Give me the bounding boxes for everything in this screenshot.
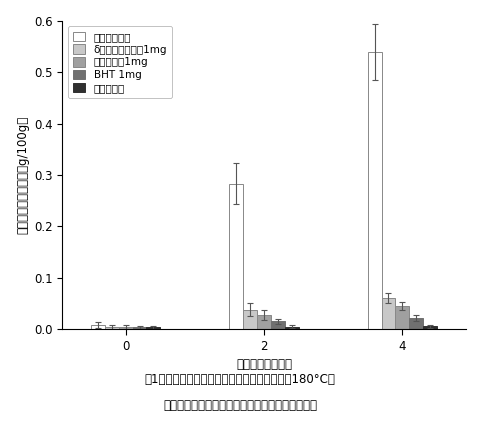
Text: 図1．窒素気流下や各種の抗酸化剤を添加して180°Cで: 図1．窒素気流下や各種の抗酸化剤を添加して180°Cで xyxy=(144,373,336,386)
Bar xyxy=(257,315,271,329)
X-axis label: 加熱時間（時間）: 加熱時間（時間） xyxy=(236,358,292,371)
Text: 加熱したときのトリオレインのトランス異性化量: 加熱したときのトリオレインのトランス異性化量 xyxy=(163,399,317,411)
Bar xyxy=(423,326,437,329)
Bar xyxy=(91,325,105,329)
Legend: コントロール, δトコフェロール1mg, セサモール1mg, BHT 1mg, 窒素気流下: コントロール, δトコフェロール1mg, セサモール1mg, BHT 1mg, … xyxy=(68,26,172,98)
Bar xyxy=(285,327,299,329)
Bar xyxy=(229,184,243,329)
Bar xyxy=(271,322,285,329)
Bar xyxy=(396,306,409,329)
Bar xyxy=(146,327,160,329)
Bar xyxy=(368,52,382,329)
Bar xyxy=(105,327,119,329)
Y-axis label: トランス脂肪酸含量（g/100g）: トランス脂肪酸含量（g/100g） xyxy=(17,116,30,234)
Bar xyxy=(409,318,423,329)
Bar xyxy=(119,327,132,329)
Bar xyxy=(382,298,396,329)
Bar xyxy=(132,327,146,329)
Bar xyxy=(243,310,257,329)
